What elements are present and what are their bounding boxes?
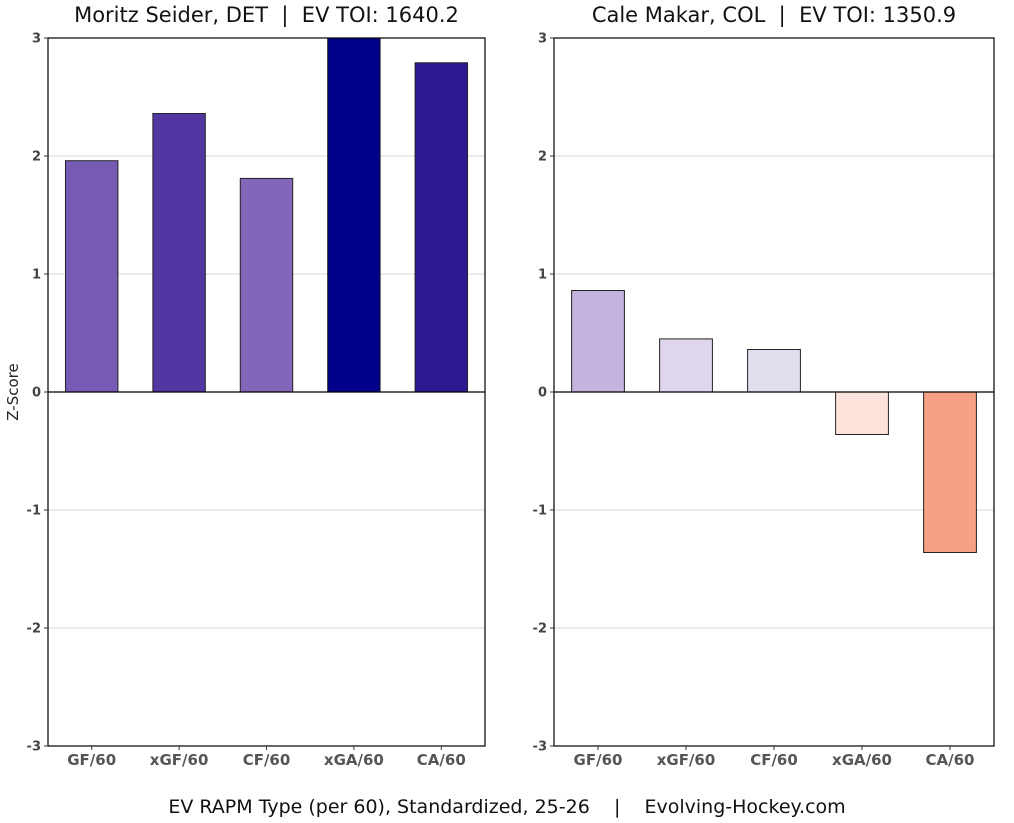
x-tick-label: CA/60 xyxy=(926,751,975,769)
y-tick-label: 3 xyxy=(32,32,41,47)
y-tick-label: 1 xyxy=(538,268,547,283)
y-tick-label: 0 xyxy=(538,386,547,401)
x-tick-label: CF/60 xyxy=(750,751,798,769)
x-tick-label: xGA/60 xyxy=(324,751,384,769)
bar-ca-per-60 xyxy=(923,391,977,553)
panel-title: Cale Makar, COL | EV TOI: 1350.9 xyxy=(592,3,956,28)
bar-ca-per-60 xyxy=(414,62,469,393)
bar-gf-per-60 xyxy=(64,160,119,393)
y-tick-label: -2 xyxy=(533,622,547,637)
y-tick-label: 2 xyxy=(538,150,547,165)
x-tick-label: xGF/60 xyxy=(657,751,716,769)
y-tick-label: -2 xyxy=(27,622,41,637)
x-tick-label: GF/60 xyxy=(67,751,116,769)
bar-gf-per-60 xyxy=(571,290,625,393)
x-tick-label: xGF/60 xyxy=(150,751,209,769)
panel-1: 3 2 1 0 -1 -2 -3 GF/60 xGF/60 CF/60 xGA/60 CA/60 Mor… xyxy=(4,3,486,769)
panel-title: Moritz Seider, DET | EV TOI: 1640.2 xyxy=(74,3,459,28)
y-tick-label: -3 xyxy=(27,740,41,755)
x-tick-label: GF/60 xyxy=(574,751,623,769)
x-tick-label: CF/60 xyxy=(243,751,291,769)
bar-cf-per-60 xyxy=(747,349,801,393)
bar-cf-per-60 xyxy=(239,177,294,393)
bar-xga-per-60 xyxy=(835,391,889,435)
y-tick-label: 3 xyxy=(538,32,547,47)
y-tick-label: -1 xyxy=(533,504,547,519)
y-tick-label: 0 xyxy=(32,386,41,401)
bar-xga-per-60 xyxy=(327,37,381,393)
y-tick-label: -3 xyxy=(533,740,547,755)
y-tick-label: 1 xyxy=(32,268,41,283)
bar-xgf-per-60 xyxy=(152,113,206,393)
figure-caption: EV RAPM Type (per 60), Standardized, 25-… xyxy=(168,796,845,818)
x-tick-label: CA/60 xyxy=(417,751,466,769)
bar-xgf-per-60 xyxy=(659,338,713,393)
y-tick-label: -1 xyxy=(27,504,41,519)
x-tick-label: xGA/60 xyxy=(832,751,892,769)
y-axis-label: Z-Score xyxy=(4,363,22,420)
y-tick-label: 2 xyxy=(32,150,41,165)
panel-2: 3 2 1 0 -1 -2 -3 GF/60 xGF/60 CF/60 xGA/60 CA/60 Cal… xyxy=(533,3,995,769)
